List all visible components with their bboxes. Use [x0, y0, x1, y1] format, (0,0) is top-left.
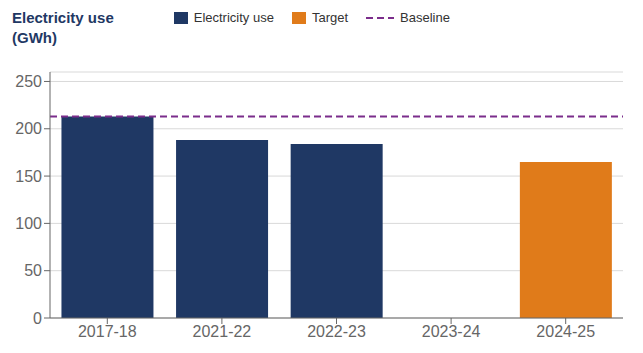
svg-text:250: 250	[15, 73, 42, 90]
svg-text:2017-18: 2017-18	[78, 323, 137, 340]
svg-text:2023-24: 2023-24	[422, 323, 481, 340]
svg-text:2024-25: 2024-25	[536, 323, 595, 340]
html-text:(GWh): (GWh)	[12, 29, 57, 46]
svg-text:0: 0	[33, 310, 42, 327]
svg-text:50: 50	[24, 262, 42, 279]
svg-text:2021-22: 2021-22	[193, 323, 252, 340]
html-text:Baseline: Baseline	[400, 10, 450, 25]
svg-text:200: 200	[15, 120, 42, 137]
svg-text:100: 100	[15, 215, 42, 232]
html-text:Target: Target	[311, 10, 349, 25]
svg-text:150: 150	[15, 168, 42, 185]
html-text:Electricity use: Electricity use	[193, 10, 274, 25]
svg-text:2022-23: 2022-23	[307, 323, 366, 340]
html-text:Electricity use: Electricity use	[12, 9, 114, 26]
